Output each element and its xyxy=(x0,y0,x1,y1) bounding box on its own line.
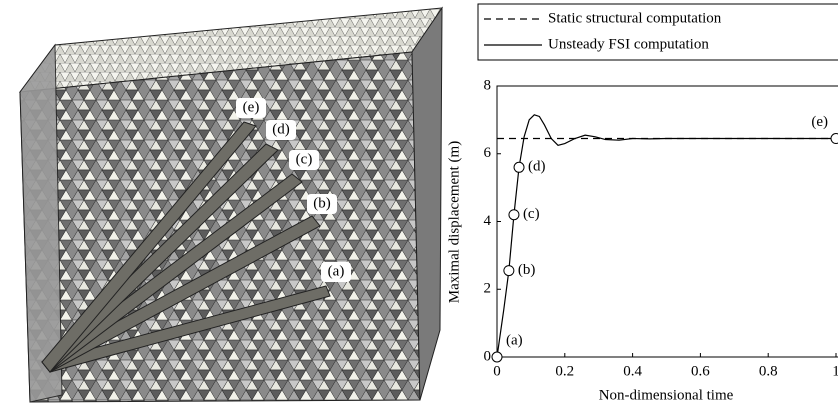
plate xyxy=(41,121,257,373)
x-tick-label: 0.2 xyxy=(555,363,574,379)
block-side xyxy=(411,6,443,401)
snapshot-label: (d) xyxy=(528,159,546,175)
label-bg xyxy=(266,120,296,140)
x-tick-label: 0.8 xyxy=(759,363,778,379)
series-line xyxy=(496,114,836,358)
plate-label: (d) xyxy=(272,121,290,137)
y-tick-label: 2 xyxy=(484,281,492,297)
y-tick-label: 4 xyxy=(484,213,492,229)
plate-labels: (e) (d) (c) (b) (a) xyxy=(236,98,351,282)
plate-label: (e) xyxy=(243,99,260,115)
plate-label: (c) xyxy=(296,151,313,167)
mesh-illustration: (e) (d) (c) (b) (a) xyxy=(18,6,444,403)
snapshot-label: (a) xyxy=(506,332,523,348)
label-bg xyxy=(289,150,319,170)
snapshot-label: (b) xyxy=(518,262,536,278)
y-tick-label: 8 xyxy=(484,77,492,93)
snapshot-marker xyxy=(491,351,503,363)
plates xyxy=(41,121,331,373)
legend-label: Unsteady FSI computation xyxy=(548,36,709,52)
plate-label: (a) xyxy=(328,263,345,279)
block-edge xyxy=(19,43,63,403)
plot-frame xyxy=(496,85,838,358)
x-tick-label: 1 xyxy=(832,363,838,379)
label-bg xyxy=(321,262,351,282)
snapshot-label: (c) xyxy=(523,206,540,222)
y-axis-label: Maximal displacement (m) xyxy=(446,141,462,303)
x-tick-label: 0.4 xyxy=(623,363,642,379)
snapshot-marker xyxy=(508,209,520,221)
x-tick-label: 0.6 xyxy=(691,363,710,379)
label-bg xyxy=(307,194,337,214)
legend-label: Static structural computation xyxy=(548,10,722,26)
snapshot-marker xyxy=(830,133,838,145)
snapshot-marker xyxy=(503,265,515,277)
y-tick-label: 0 xyxy=(484,348,492,364)
y-tick-label: 6 xyxy=(484,145,492,161)
snapshot-marker xyxy=(513,161,525,173)
plate-label: (b) xyxy=(313,195,331,211)
x-axis-label: Non-dimensional time xyxy=(599,387,734,403)
label-bg xyxy=(236,98,266,118)
snapshot-label: (e) xyxy=(811,114,828,130)
legend xyxy=(477,3,838,61)
x-tick-label: 0 xyxy=(493,363,501,379)
